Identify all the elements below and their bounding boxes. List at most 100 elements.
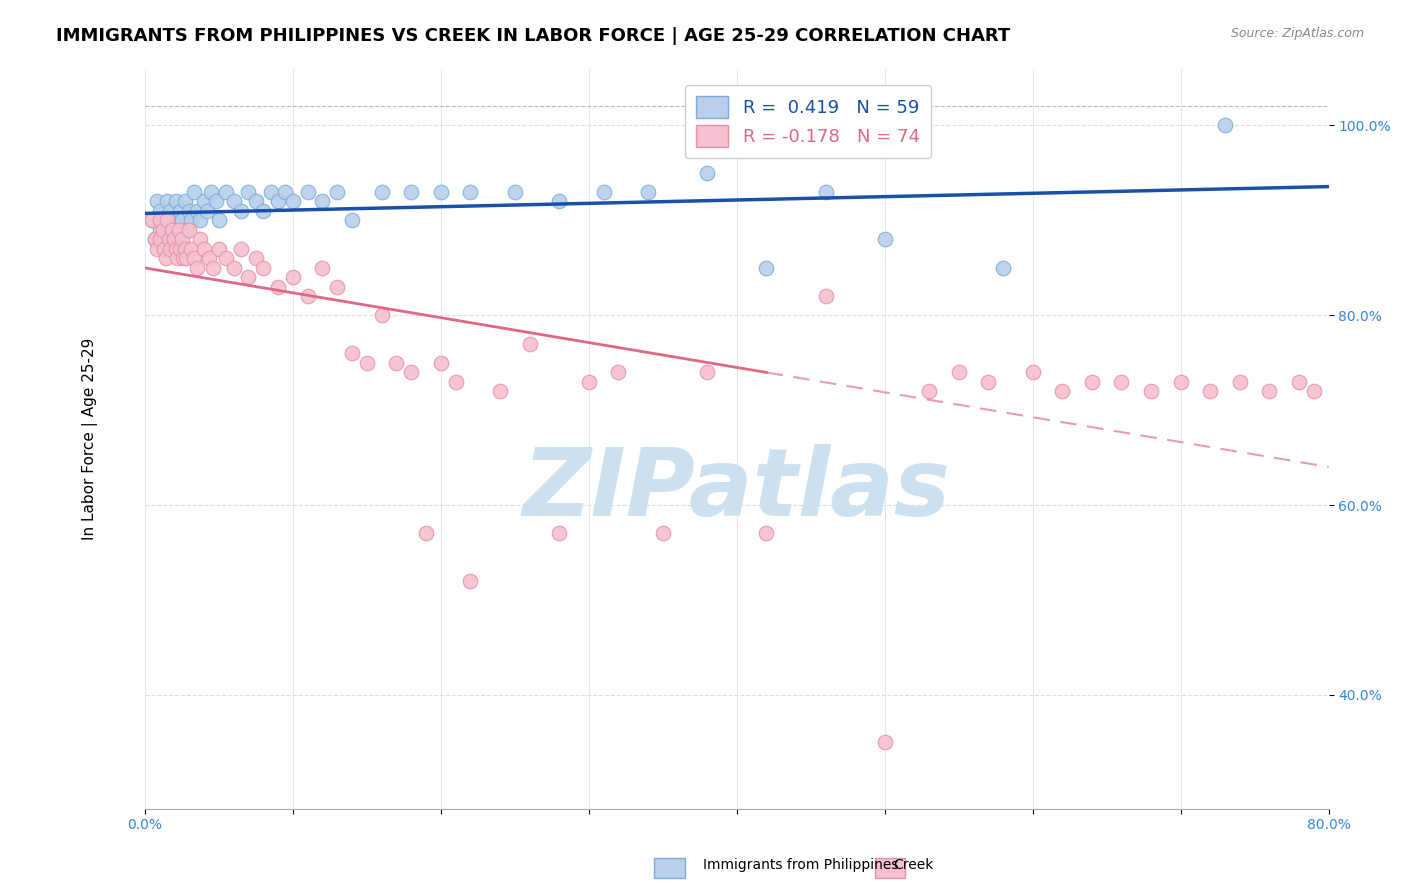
Point (297, 289, 319, 303)
Point (166, 252, 188, 266)
Point (548, 526, 571, 541)
Point (1302, 384, 1324, 399)
Point (1081, 375, 1104, 389)
Text: Immigrants from Philippines: Immigrants from Philippines (703, 858, 898, 872)
Point (155, 252, 177, 266)
Point (229, 203, 252, 218)
Point (238, 185, 260, 199)
Point (415, 526, 437, 541)
Point (180, 242, 202, 256)
Legend: R =  0.419   N = 59, R = -0.178   N = 74: R = 0.419 N = 59, R = -0.178 N = 74 (685, 85, 931, 158)
Point (370, 308, 392, 322)
Point (186, 203, 208, 218)
Point (167, 223, 190, 237)
Point (267, 279, 290, 293)
Point (755, 260, 778, 275)
Point (245, 252, 267, 266)
Point (489, 384, 512, 399)
Point (143, 232, 166, 246)
Point (430, 356, 453, 370)
Point (163, 232, 186, 246)
Point (245, 194, 267, 209)
Point (274, 185, 297, 199)
Point (548, 194, 571, 209)
Point (141, 213, 163, 227)
Point (1022, 365, 1045, 379)
Point (180, 213, 202, 227)
Point (183, 252, 205, 266)
Point (145, 242, 167, 256)
Point (193, 242, 215, 256)
Point (166, 213, 188, 227)
Point (1140, 384, 1163, 399)
Point (399, 185, 422, 199)
Point (651, 526, 673, 541)
Point (918, 384, 941, 399)
Point (176, 252, 198, 266)
Point (152, 242, 174, 256)
Point (1111, 375, 1133, 389)
Point (696, 166, 718, 180)
Point (430, 185, 453, 199)
Point (152, 223, 174, 237)
Point (205, 194, 228, 209)
Point (460, 574, 482, 588)
Point (1213, 119, 1236, 133)
Point (156, 232, 179, 246)
Point (143, 232, 166, 246)
Point (1258, 384, 1281, 399)
Point (165, 242, 187, 256)
Point (519, 336, 541, 351)
Point (176, 223, 198, 237)
Point (281, 194, 304, 209)
Point (460, 185, 482, 199)
Point (222, 194, 245, 209)
Point (165, 194, 187, 209)
Point (208, 213, 231, 227)
Point (201, 260, 224, 275)
Text: ZIPatlas: ZIPatlas (523, 444, 950, 536)
Point (200, 185, 222, 199)
Point (873, 735, 896, 749)
Point (637, 185, 659, 199)
Point (311, 260, 333, 275)
Point (252, 203, 274, 218)
Point (607, 365, 630, 379)
Point (814, 185, 837, 199)
Point (444, 375, 467, 389)
Point (215, 185, 238, 199)
Point (578, 375, 600, 389)
Point (149, 213, 172, 227)
Point (195, 203, 218, 218)
Point (340, 213, 363, 227)
Point (1288, 375, 1310, 389)
Point (172, 252, 194, 266)
Point (170, 232, 193, 246)
Point (229, 242, 252, 256)
Point (153, 213, 176, 227)
Point (326, 279, 349, 293)
Point (188, 213, 211, 227)
Point (222, 260, 245, 275)
Point (1052, 384, 1074, 399)
Point (183, 185, 205, 199)
Point (592, 185, 614, 199)
Point (159, 242, 181, 256)
Point (145, 194, 167, 209)
Point (399, 365, 422, 379)
Text: Source: ZipAtlas.com: Source: ZipAtlas.com (1230, 27, 1364, 40)
Point (173, 242, 195, 256)
Point (156, 213, 179, 227)
Point (1170, 375, 1192, 389)
Point (755, 526, 778, 541)
Point (156, 194, 179, 209)
Point (141, 213, 163, 227)
Point (238, 270, 260, 285)
Point (193, 194, 215, 209)
Point (173, 194, 195, 209)
Point (356, 356, 378, 370)
Point (977, 375, 1000, 389)
Point (169, 242, 191, 256)
Point (167, 232, 190, 246)
Text: IMMIGRANTS FROM PHILIPPINES VS CREEK IN LABOR FORCE | AGE 25-29 CORRELATION CHAR: IMMIGRANTS FROM PHILIPPINES VS CREEK IN … (56, 27, 1011, 45)
